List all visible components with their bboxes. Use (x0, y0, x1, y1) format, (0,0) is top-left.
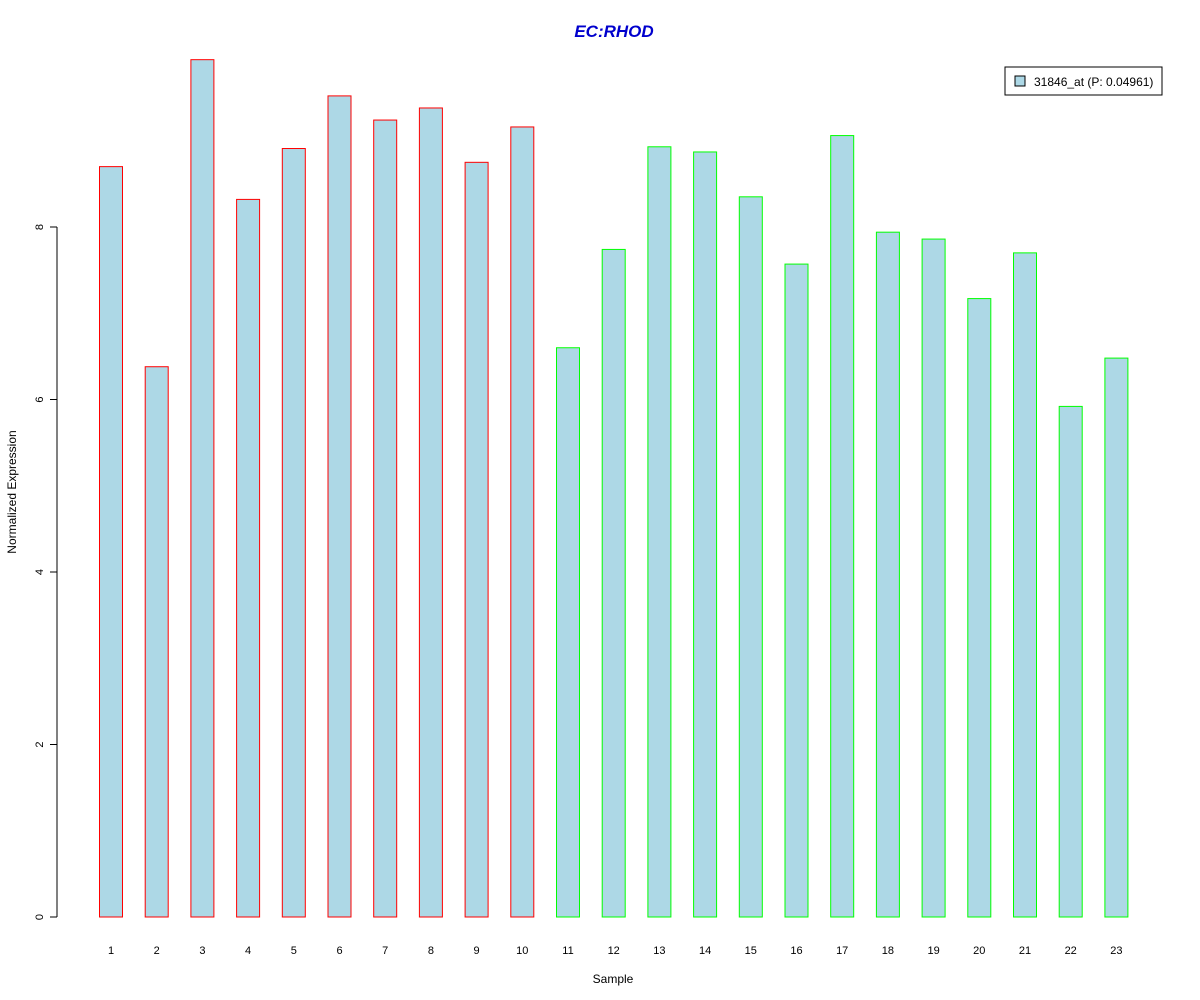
legend-entry-label: 31846_at (P: 0.04961) (1034, 75, 1153, 89)
x-axis-title: Sample (593, 972, 634, 986)
x-tick-label: 2 (154, 945, 160, 957)
bar-sample-3 (190, 59, 215, 918)
x-tick-label: 3 (199, 945, 205, 957)
x-tick-label: 20 (973, 945, 985, 957)
legend: 31846_at (P: 0.04961) (1004, 66, 1163, 96)
chart-title: EC:RHOD (574, 22, 653, 41)
bar-sample-1 (99, 166, 123, 918)
bar-sample-4 (236, 198, 261, 918)
bar-sample-22 (1058, 405, 1083, 918)
x-tick-label: 9 (474, 945, 480, 957)
bar-sample-23 (1104, 357, 1129, 918)
bar-sample-15 (738, 196, 763, 918)
x-tick-label: 18 (882, 945, 894, 957)
bar-sample-16 (784, 263, 809, 918)
x-tick-label: 15 (745, 945, 757, 957)
bars-group (99, 59, 1129, 918)
x-tick-label: 13 (653, 945, 665, 957)
x-tick-label: 14 (699, 945, 711, 957)
x-tick-label: 23 (1110, 945, 1122, 957)
bar-sample-6 (327, 95, 352, 918)
x-tick-label: 7 (382, 945, 388, 957)
x-tick-label: 6 (336, 945, 342, 957)
bar-sample-18 (875, 231, 900, 918)
x-tick-label: 22 (1065, 945, 1077, 957)
y-tick-label: 4 (34, 569, 46, 575)
bar-sample-9 (464, 161, 489, 918)
bar-sample-13 (647, 146, 672, 918)
x-tick-label: 5 (291, 945, 297, 957)
x-tick-label: 1 (108, 945, 114, 957)
bar-sample-19 (921, 238, 946, 918)
legend-swatch (1014, 75, 1026, 87)
bar-sample-11 (556, 347, 580, 918)
bar-sample-8 (418, 107, 443, 918)
bar-sample-17 (830, 135, 855, 918)
x-tick-label: 12 (608, 945, 620, 957)
y-tick-label: 2 (34, 741, 46, 747)
x-tick-label: 10 (516, 945, 528, 957)
bar-sample-10 (510, 126, 535, 918)
y-tick-label: 6 (34, 396, 46, 402)
x-tick-label: 4 (245, 945, 251, 957)
x-tick-label: 16 (790, 945, 802, 957)
bar-sample-2 (144, 366, 169, 918)
bar-sample-20 (967, 298, 992, 918)
bar-sample-7 (373, 119, 398, 918)
x-tick-label: 21 (1019, 945, 1031, 957)
x-tick-label: 19 (927, 945, 939, 957)
x-tick-label: 17 (836, 945, 848, 957)
bar-sample-21 (1013, 252, 1037, 918)
x-tick-label: 11 (562, 945, 573, 957)
y-axis-title: Normalized Expression (5, 430, 19, 553)
bar-sample-12 (601, 248, 626, 918)
y-axis: 0 2 4 6 8 (34, 224, 58, 920)
x-tick-label: 8 (428, 945, 434, 957)
legend-box (1004, 66, 1163, 96)
bar-sample-5 (281, 148, 306, 918)
bar-sample-14 (693, 151, 718, 918)
x-tick-labels: 1 2 3 4 5 6 7 8 9 10 11 12 13 14 15 16 17 18 19 20 21 22 23 (108, 945, 1123, 957)
y-tick-label: 0 (34, 914, 46, 920)
y-tick-label: 8 (34, 224, 46, 230)
